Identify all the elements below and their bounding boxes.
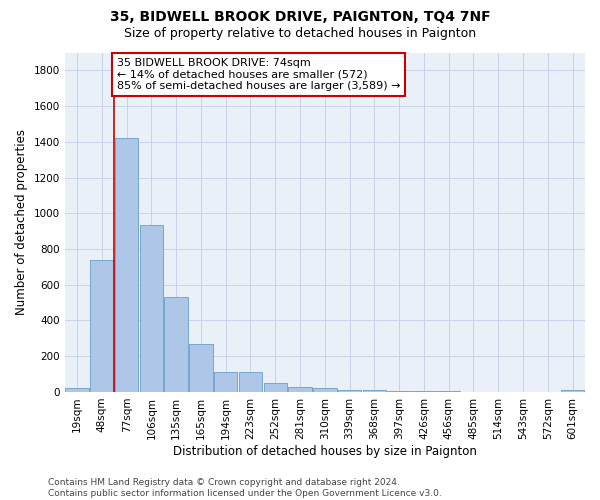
X-axis label: Distribution of detached houses by size in Paignton: Distribution of detached houses by size … <box>173 444 477 458</box>
Bar <box>140 225 163 392</box>
Text: 35 BIDWELL BROOK DRIVE: 74sqm
← 14% of detached houses are smaller (572)
85% of : 35 BIDWELL BROOK DRIVE: 74sqm ← 14% of d… <box>117 58 400 91</box>
Text: 35, BIDWELL BROOK DRIVE, PAIGNTON, TQ4 7NF: 35, BIDWELL BROOK DRIVE, PAIGNTON, TQ4 7… <box>110 10 490 24</box>
Bar <box>362 390 386 392</box>
Bar <box>115 138 139 392</box>
Bar <box>263 383 287 392</box>
Y-axis label: Number of detached properties: Number of detached properties <box>15 129 28 315</box>
Bar <box>288 386 312 392</box>
Bar <box>214 372 238 392</box>
Bar <box>164 298 188 392</box>
Text: Size of property relative to detached houses in Paignton: Size of property relative to detached ho… <box>124 28 476 40</box>
Bar <box>239 372 262 392</box>
Bar <box>561 390 584 392</box>
Bar <box>338 390 361 392</box>
Bar <box>412 391 436 392</box>
Bar <box>189 344 213 392</box>
Bar <box>90 260 113 392</box>
Bar <box>388 390 411 392</box>
Text: Contains HM Land Registry data © Crown copyright and database right 2024.
Contai: Contains HM Land Registry data © Crown c… <box>48 478 442 498</box>
Bar <box>65 388 89 392</box>
Bar <box>313 388 337 392</box>
